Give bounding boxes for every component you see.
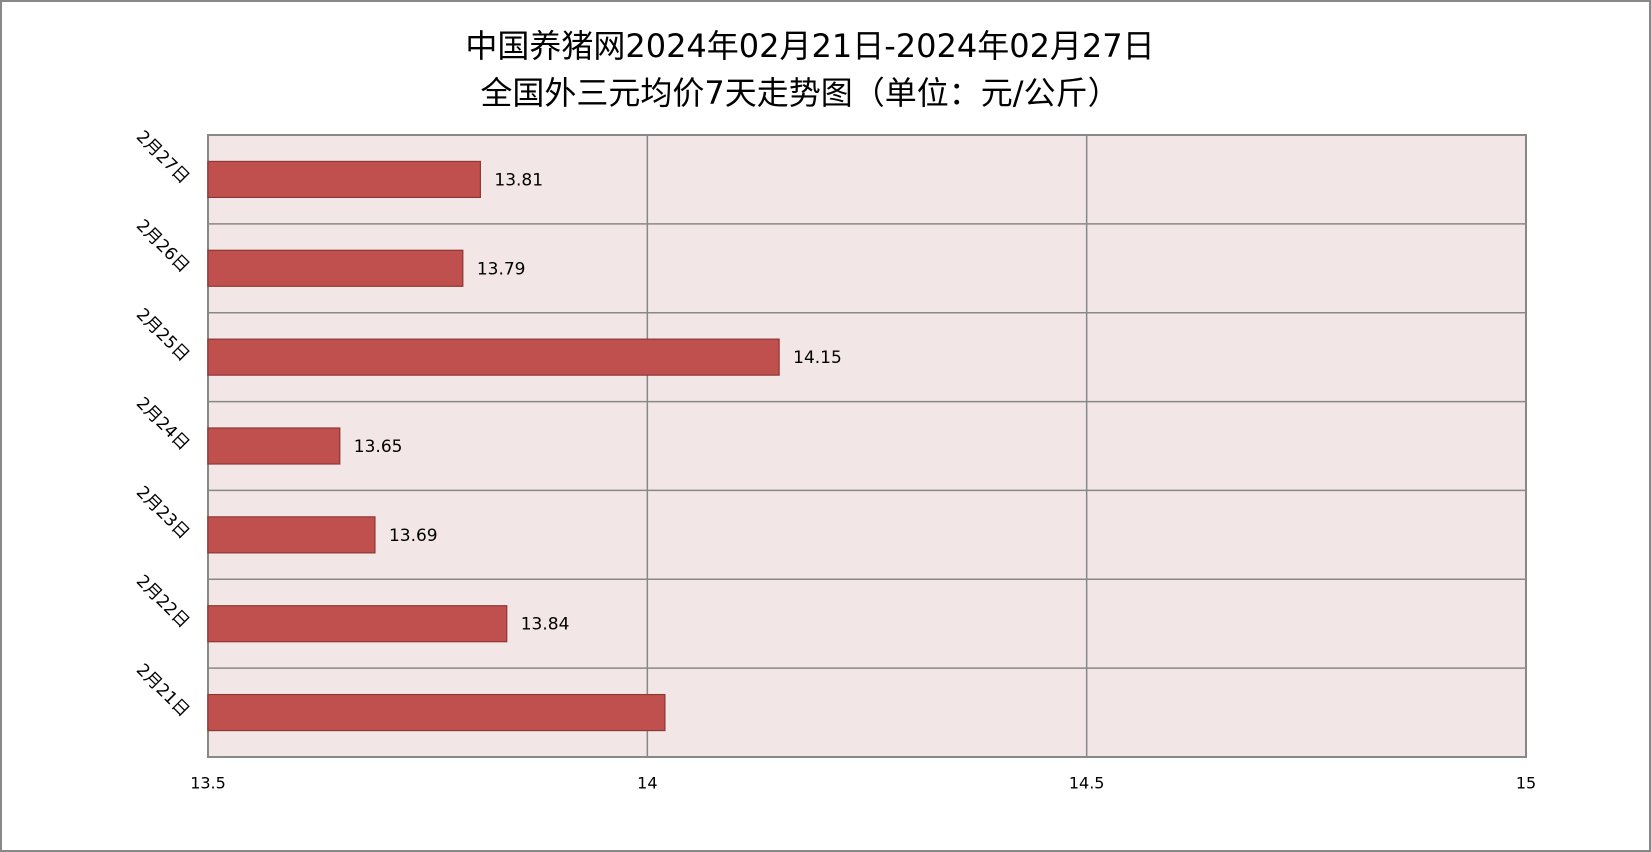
chart-subtitle: 全国外三元均价7天走势图（单位：元/公斤） [480, 74, 1119, 112]
bar [207, 605, 508, 643]
bar [207, 160, 481, 199]
x-tick-label: 13.5 [190, 774, 226, 793]
x-tick-label: 14.5 [1069, 774, 1105, 793]
chart-title: 中国养猪网2024年02月21日-2024年02月27日 [465, 27, 1154, 65]
bar [207, 516, 376, 554]
bar [207, 338, 780, 376]
plot-area [207, 134, 1527, 758]
value-label: 13.69 [389, 526, 438, 546]
value-label: 13.79 [477, 259, 526, 279]
value-label: 13.65 [354, 437, 403, 457]
bar [207, 249, 464, 287]
value-label: 13.81 [494, 170, 543, 190]
value-label: 13.84 [521, 615, 570, 635]
x-tick-label: 14 [637, 774, 657, 793]
bar [207, 693, 666, 732]
x-tick-label: 15 [1516, 774, 1536, 793]
bar [207, 427, 341, 465]
value-label: 14.15 [793, 348, 842, 368]
